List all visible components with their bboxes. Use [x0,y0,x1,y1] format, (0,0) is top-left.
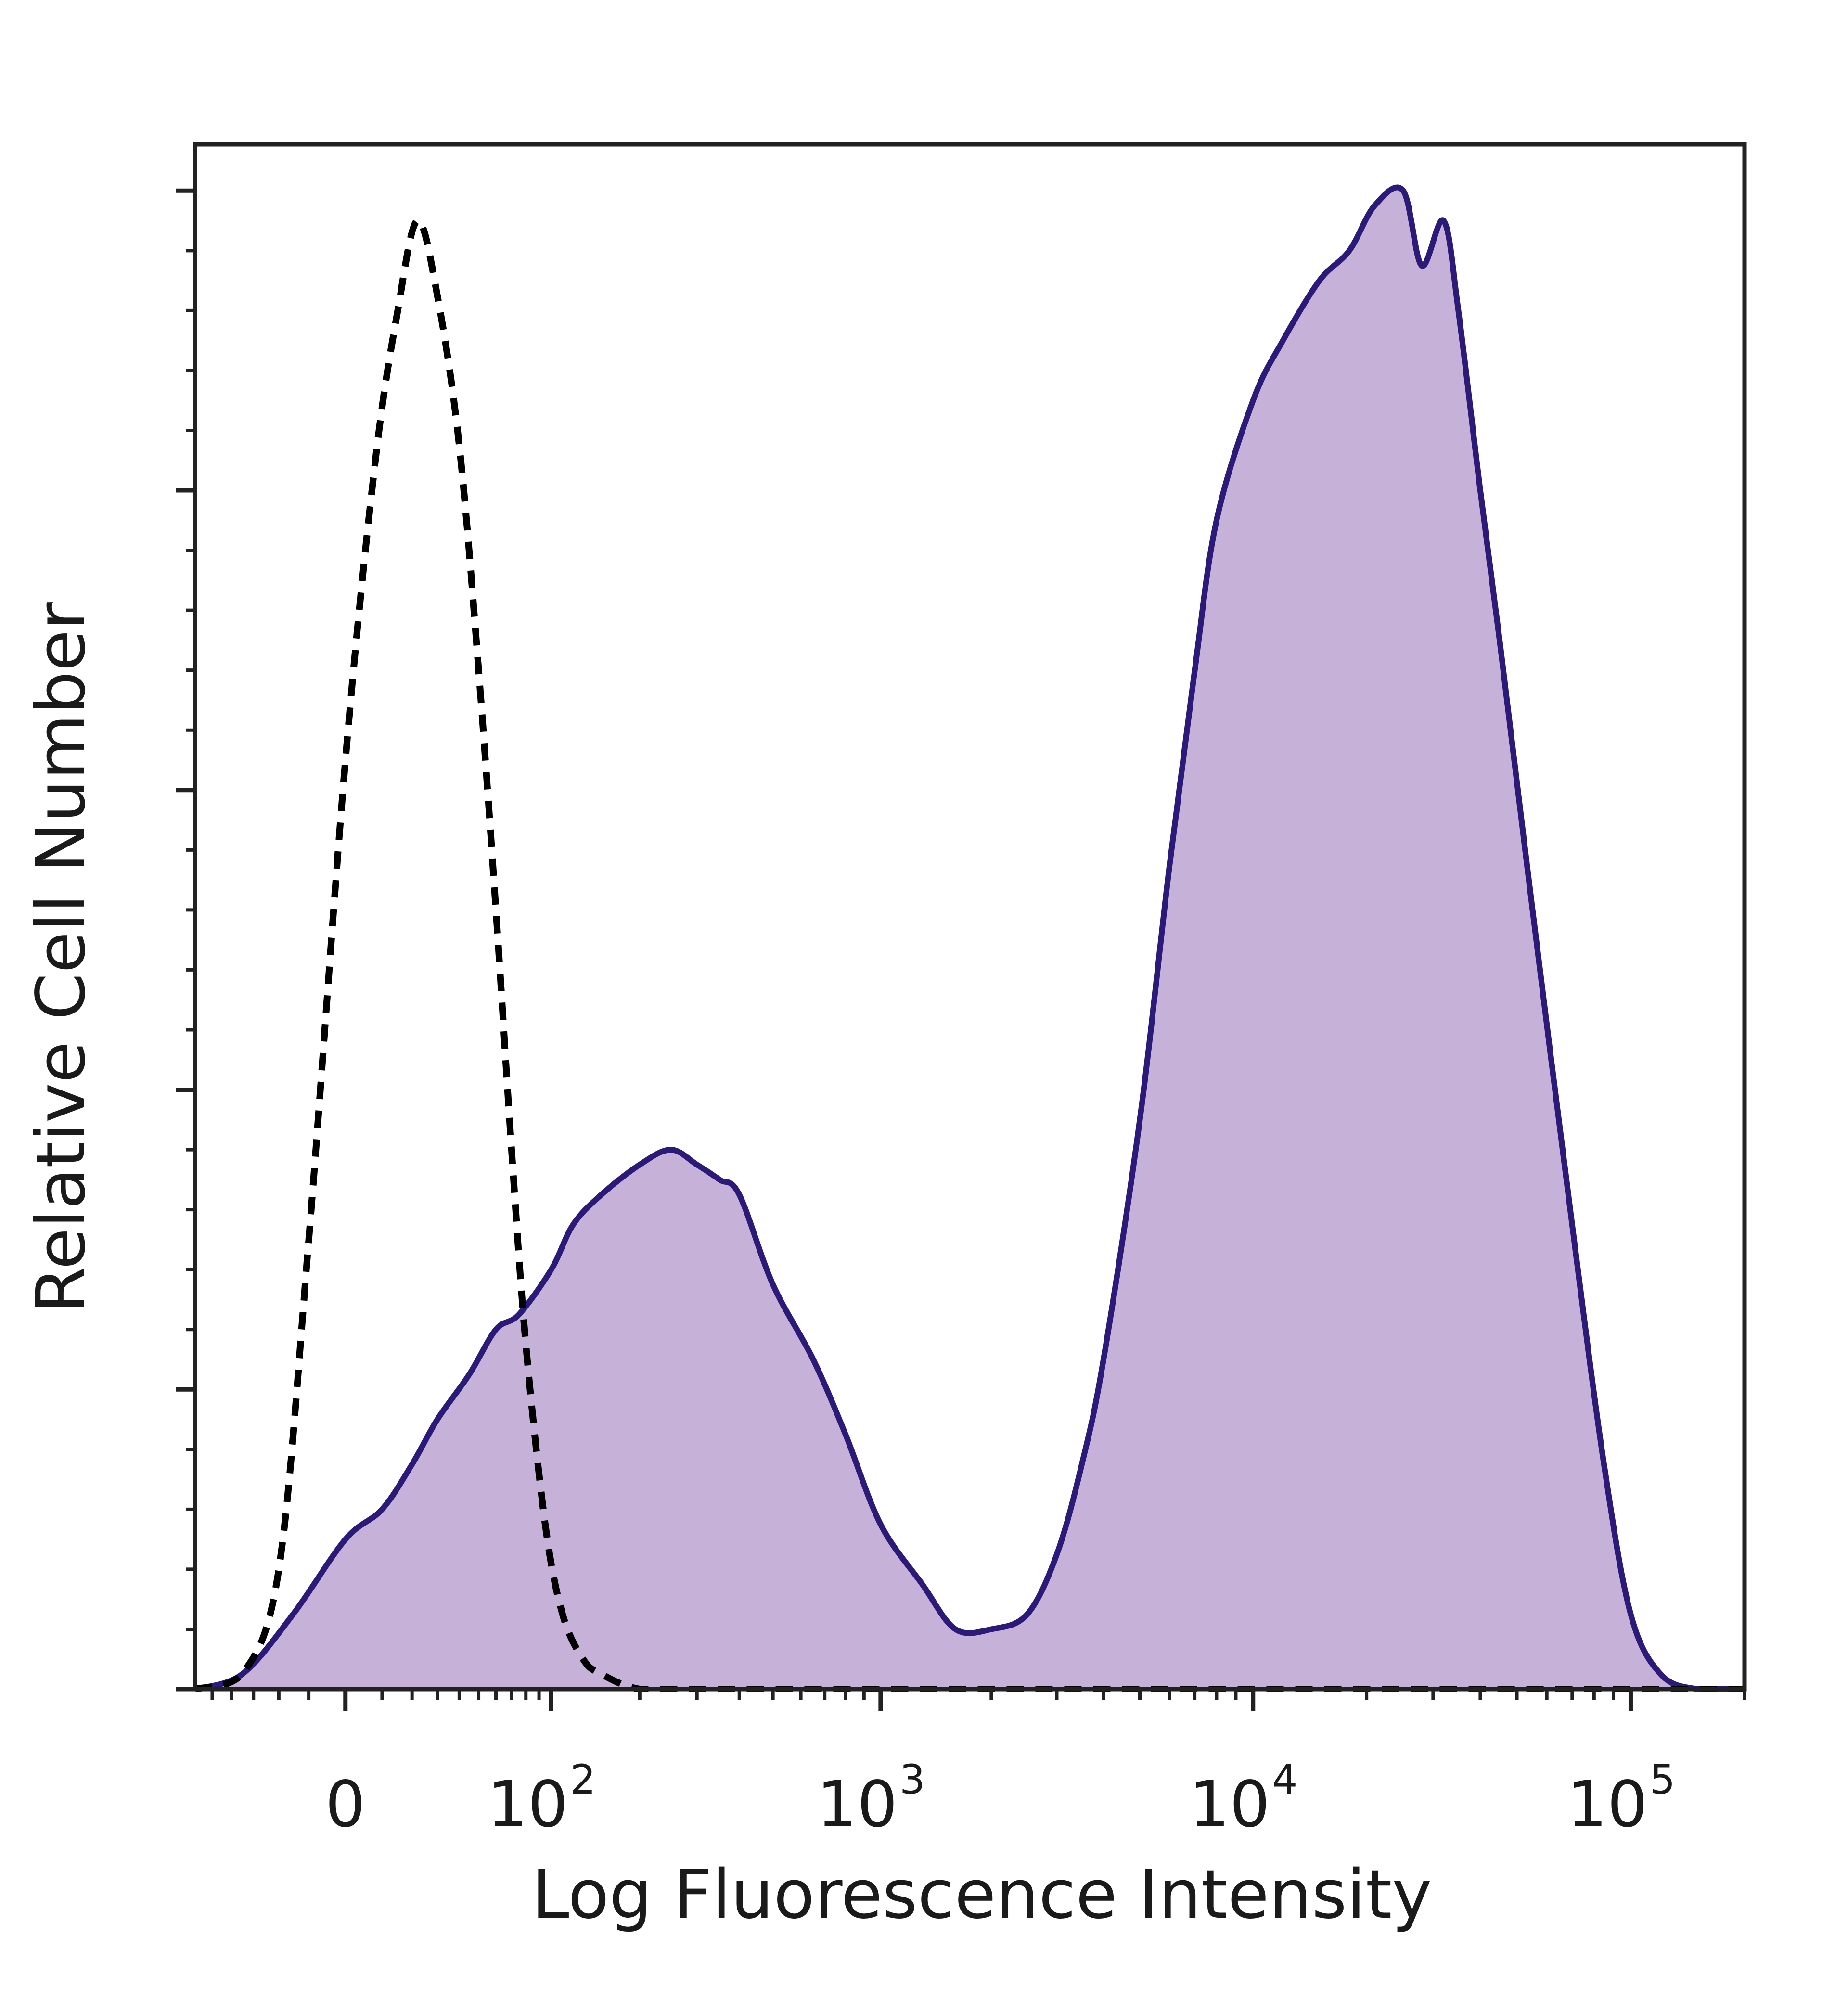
x-tick-exponent: 5 [1650,1756,1675,1803]
x-axis-tick-labels: 0 102 103 104 105 [325,1756,1675,1842]
x-tick-exponent: 2 [570,1756,596,1803]
y-axis-title: Relative Cell Number [22,602,101,1313]
x-tick-label: 103 [817,1756,925,1842]
y-axis-ticks [176,188,195,1692]
x-tick-label: 0 [325,1768,366,1842]
x-axis-title: Log Fluorescence Intensity [532,1856,1432,1934]
x-tick-label: 102 [488,1756,596,1842]
x-axis-ticks [210,1689,1746,1711]
x-tick-label: 104 [1189,1756,1297,1842]
sample-histogram-fill [195,187,1745,1690]
x-tick-exponent: 3 [899,1756,925,1803]
plot-area [193,184,1745,1693]
x-tick-exponent: 4 [1272,1756,1297,1803]
sample-histogram-outline [194,184,1745,1692]
plot-frame [192,142,1747,1692]
x-tick-label: 105 [1567,1756,1675,1842]
